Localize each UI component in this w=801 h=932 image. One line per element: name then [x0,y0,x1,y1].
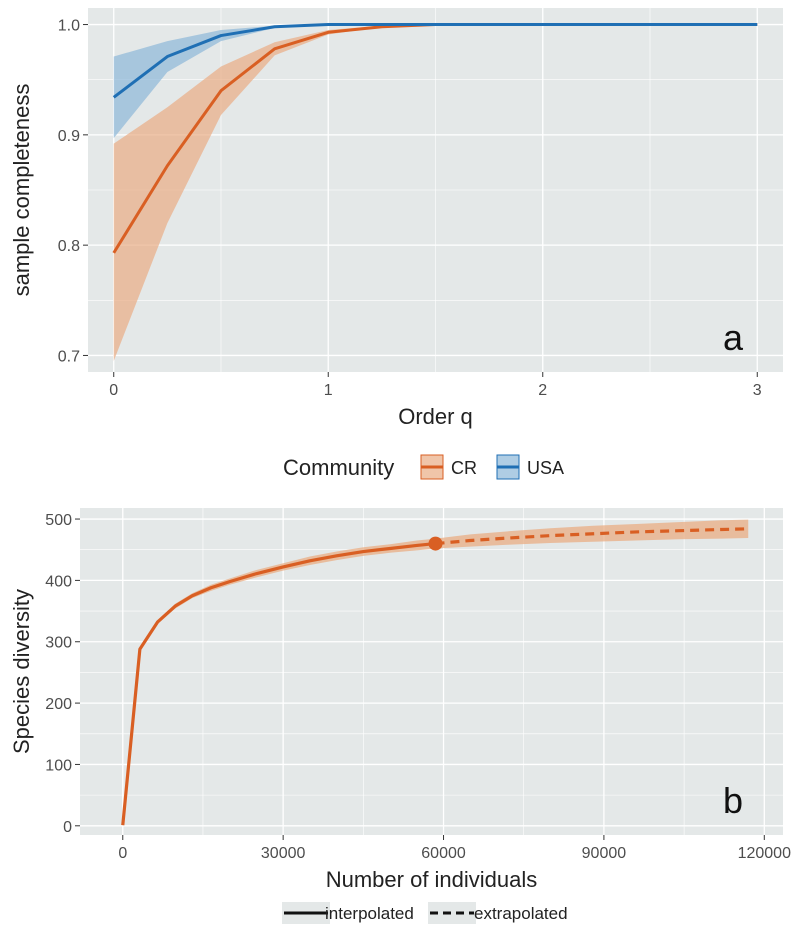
legend-method: interpolated extrapolated [282,902,568,924]
data-layer [112,23,758,361]
y-axis-title: sample completeness [9,84,34,297]
x-axis-title: Number of individuals [326,867,538,892]
y-tick-label: 0 [63,819,72,836]
axes: 0 30000 60000 90000 120000 0 100 200 300 400 500 [45,512,791,862]
x-tick-label: 0 [118,845,127,862]
panel-b: 0 30000 60000 90000 120000 0 100 200 300 400 500 Nu… [9,508,791,892]
gridlines [80,508,783,835]
data-layer [121,519,749,826]
y-tick-label: 1.0 [58,18,80,35]
y-tick-label: 500 [45,512,72,529]
x-tick-label: 120000 [738,845,791,862]
reference-sample-point [428,536,443,551]
y-tick-label: 0.7 [58,348,80,365]
y-tick-label: 0.9 [58,128,80,145]
y-tick-label: 0.8 [58,238,80,255]
plot-background [80,508,783,835]
axes: 0 1 2 3 0.7 0.8 0.9 1.0 [58,18,762,399]
y-tick-label: 100 [45,757,72,774]
x-tick-label: 0 [109,382,118,399]
panel-a: 0 1 2 3 0.7 0.8 0.9 1.0 Order q sample completene… [9,8,783,429]
legend-label-cr: CR [451,458,477,478]
x-tick-label: 3 [753,382,762,399]
x-tick-label: 90000 [582,845,627,862]
legend-items: CR USA [420,454,564,480]
legend-label-extrapolated: extrapolated [474,904,568,923]
y-tick-label: 400 [45,573,72,590]
panel-label: b [723,780,743,821]
series-line-interpolated [121,541,436,826]
x-axis-title: Order q [398,404,473,429]
legend-label-interpolated: interpolated [325,904,414,923]
legend-label-usa: USA [527,458,564,478]
legend-community: Community CR USA [283,454,564,480]
series-line-extrapolated [435,527,749,546]
x-tick-label: 2 [538,382,547,399]
y-axis-title: Species diversity [9,589,34,754]
y-tick-label: 300 [45,635,72,652]
x-tick-label: 60000 [421,845,466,862]
panel-label: a [723,317,744,358]
legend-key-bg-extrapolated [428,902,476,924]
x-tick-label: 1 [324,382,333,399]
legend-title: Community [283,455,394,480]
x-tick-label: 30000 [261,845,306,862]
y-tick-label: 200 [45,696,72,713]
series-line-usa [112,23,758,99]
